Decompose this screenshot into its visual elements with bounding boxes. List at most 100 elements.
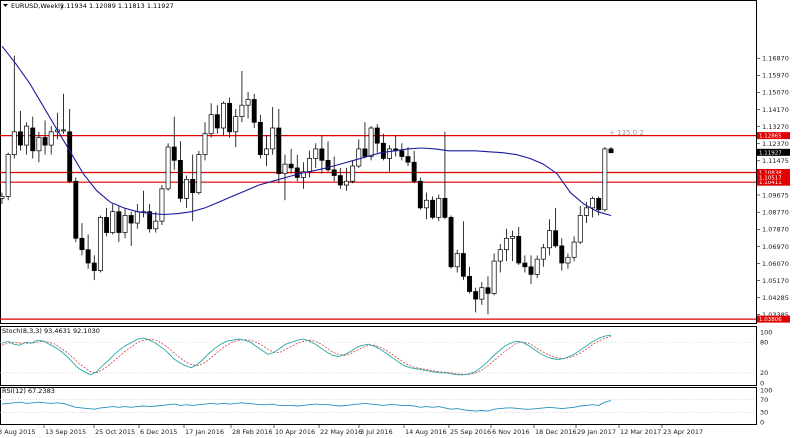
time-tick-label: 17 Jan 2016 <box>185 428 224 436</box>
candle-body-down <box>559 245 565 264</box>
candle <box>331 156 337 182</box>
candle-body-down <box>214 114 220 129</box>
price-tick-label: 1.13270 <box>762 123 789 131</box>
candle <box>362 122 368 159</box>
time-axis: 3 Aug 2015 13 Sep 2015 25 Oct 2015 6 Dec 20… <box>0 425 703 436</box>
candle-body-up <box>350 165 356 182</box>
candle <box>257 114 263 159</box>
price-tick-label: 1.06070 <box>762 260 789 268</box>
candle <box>227 97 233 138</box>
candle <box>510 230 516 262</box>
candle <box>147 204 153 233</box>
candle <box>602 147 608 212</box>
candle-body-up <box>387 148 392 159</box>
candle-body-up <box>534 258 540 275</box>
candle-body-up <box>134 211 140 224</box>
candle <box>522 255 528 273</box>
candle-body-down <box>294 167 300 178</box>
candle-body-down <box>596 198 602 211</box>
candle-body-up <box>479 287 485 300</box>
candle-body-down <box>417 180 423 209</box>
candle <box>245 91 251 119</box>
stoch-level-label: 0 <box>760 379 764 387</box>
candle <box>491 253 497 296</box>
candle-body-up <box>503 237 509 251</box>
time-tick-label: 3 Aug 2015 <box>0 428 36 436</box>
candle <box>264 135 269 167</box>
candle-body-down <box>91 262 97 271</box>
candle <box>454 249 460 273</box>
candle-body-up <box>510 236 516 239</box>
rsi-label: RSI(12) 67.2383 <box>2 387 55 395</box>
candle <box>571 236 577 262</box>
price-tag-label: 1.03806 <box>759 317 782 323</box>
candle <box>350 160 356 184</box>
candle-body-up <box>11 131 17 155</box>
main-panel-frame <box>0 0 757 324</box>
candle <box>116 205 122 243</box>
candle <box>528 255 534 284</box>
candle <box>547 219 552 256</box>
rsi-panel-frame <box>0 387 757 425</box>
candle-body-down <box>460 253 466 277</box>
candle-body-down <box>522 262 528 268</box>
candle <box>79 223 85 256</box>
candle <box>442 131 448 220</box>
candle-body-down <box>473 291 479 300</box>
time-tick-label: 6 Nov 2016 <box>492 428 530 436</box>
candle-body-down <box>405 156 411 163</box>
candle-body-down <box>399 150 405 157</box>
candle-body-down <box>430 199 436 218</box>
candle-body-up <box>571 241 577 258</box>
price-tick-label: 1.06970 <box>762 243 789 251</box>
candle <box>177 141 183 203</box>
price-tick-label: 1.15070 <box>762 89 789 97</box>
candle-body-down <box>448 217 454 268</box>
candle <box>405 147 411 167</box>
candle <box>97 215 103 273</box>
candle <box>85 234 91 269</box>
candle <box>399 143 405 161</box>
candle <box>165 143 171 191</box>
candle-body-down <box>79 237 85 251</box>
chart-symbol: EURUSD,Weekly <box>11 2 64 10</box>
candle <box>48 126 54 155</box>
time-tick-label: 29 Jan 2017 <box>577 428 616 436</box>
candle-body-down <box>374 127 380 144</box>
collapse-triangle-icon[interactable] <box>3 4 8 7</box>
candle-body-down <box>85 249 91 264</box>
candle-body-down <box>257 121 263 155</box>
candle <box>134 204 140 229</box>
candle-body-up <box>424 199 429 209</box>
candle <box>553 207 559 248</box>
candle <box>337 167 343 189</box>
candle-body-down <box>18 131 23 146</box>
rsi-level-label: 30 <box>760 409 768 417</box>
candle-body-down <box>608 148 614 154</box>
rsi-line <box>1 400 612 412</box>
price-tags: 1.12865 1.10838 1.10411 1.03806 1.10517 1.119… <box>757 132 790 323</box>
candle <box>479 282 485 305</box>
candle-body-up <box>61 129 66 132</box>
candle <box>202 122 208 161</box>
candle <box>473 287 479 313</box>
candle <box>153 211 159 233</box>
candle <box>387 145 392 172</box>
candle-body-down <box>380 142 386 159</box>
candle <box>300 162 306 189</box>
rsi-level-label: 70 <box>760 396 768 404</box>
candle-body-up <box>547 230 552 249</box>
annotation-value: 135.0:2 <box>617 129 644 137</box>
candle <box>73 177 79 243</box>
candle-body-down <box>116 211 122 233</box>
candle-body-down <box>104 217 110 233</box>
candle-body-up <box>590 198 595 209</box>
candle-body-down <box>337 175 343 186</box>
stoch-main-line <box>1 334 612 376</box>
candle <box>184 175 189 208</box>
price-tag <box>757 132 790 140</box>
candle-body-down <box>411 161 417 182</box>
price-tag <box>757 168 790 176</box>
candle-body-down <box>251 99 257 123</box>
